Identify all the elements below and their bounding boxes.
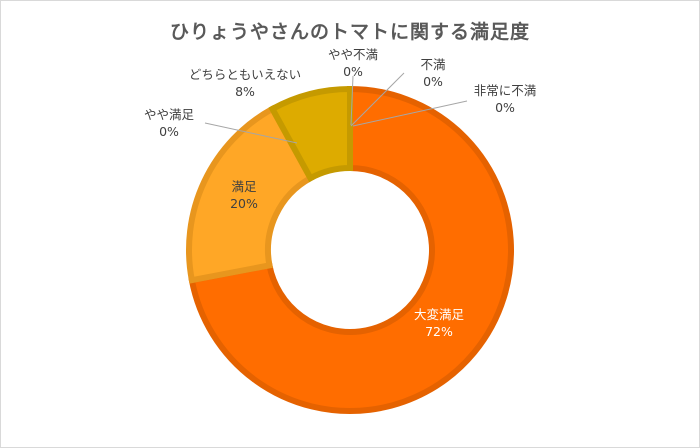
category-label-6: 非常に不満 xyxy=(474,83,537,98)
category-label-5: 不満 xyxy=(420,57,445,72)
category-label-3: どちらともいえない xyxy=(189,67,301,82)
value-label-4: 0% xyxy=(343,64,363,79)
slice-3[interactable] xyxy=(268,85,353,183)
category-label-4: やや不満 xyxy=(328,47,378,62)
category-label-0: 大変満足 xyxy=(414,307,465,322)
value-label-5: 0% xyxy=(423,74,443,89)
value-label-0: 72% xyxy=(425,324,453,339)
leader-line-2 xyxy=(204,122,298,144)
value-label-1: 20% xyxy=(230,196,258,211)
leader-line-6 xyxy=(352,100,468,127)
chart-title: ひりょうやさんのトマトに関する満足度 xyxy=(169,21,530,43)
leader-line-5 xyxy=(350,72,405,127)
value-label-6: 0% xyxy=(495,100,515,115)
value-label-2: 0% xyxy=(159,124,179,139)
slice-1[interactable] xyxy=(186,104,315,284)
category-label-2: やや満足 xyxy=(144,107,195,122)
leader-line-4 xyxy=(350,75,354,126)
category-label-1: 満足 xyxy=(231,179,257,194)
slice-0[interactable] xyxy=(188,85,514,414)
value-label-3: 8% xyxy=(235,84,255,99)
